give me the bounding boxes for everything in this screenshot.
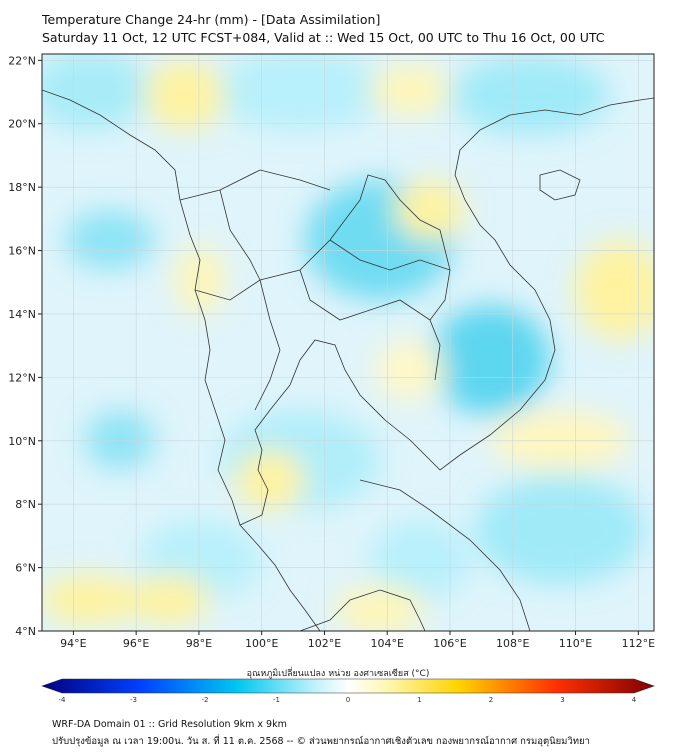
lon-tick-label: 110°E (559, 637, 592, 650)
coastline (42, 89, 654, 631)
colorbar-tick-label: -3 (130, 696, 137, 704)
lat-tick-label: 8°N (15, 498, 36, 511)
lat-tick-label: 4°N (15, 625, 36, 638)
temperature-field (42, 54, 654, 631)
map-title: Temperature Change 24-hr (mm) - [Data As… (42, 12, 381, 27)
colorbar-tick-label: -2 (202, 696, 209, 704)
gridlines (42, 54, 654, 631)
lat-tick-label: 20°N (8, 118, 36, 131)
colorbar-tick-label: -4 (59, 696, 67, 704)
lon-tick-label: 98°E (186, 637, 212, 650)
lon-tick-label: 96°E (123, 637, 149, 650)
lat-tick-label: 16°N (8, 245, 36, 258)
lon-tick-label: 102°E (308, 637, 341, 650)
lon-tick-label: 108°E (496, 637, 529, 650)
colorbar-title: อุณหภูมิเปลี่ยนแปลง หน่วย องศาเซลเซียส (… (246, 669, 430, 679)
lon-axis: 94°E 96°E 98°E 100°E 102°E 104°E 106°E 108°E 110… (60, 631, 655, 650)
colorbar-tick-label: 1 (417, 696, 421, 704)
lat-tick-label: 18°N (8, 181, 36, 194)
colorbar-tick-label: 2 (489, 696, 493, 704)
lon-tick-label: 104°E (371, 637, 404, 650)
lat-tick-label: 14°N (8, 308, 36, 321)
lon-tick-label: 112°E (622, 637, 655, 650)
lat-tick-label: 10°N (8, 435, 36, 448)
lat-axis: 22°N 20°N 18°N 16°N 14°N 12°N 10°N 8°N 6°N 4°N (8, 54, 42, 638)
footer-credit: ปรับปรุงข้อมูล ณ เวลา 19:00น. วัน ส. ที่… (52, 736, 590, 747)
colorbar-tick-label: 0 (346, 696, 350, 704)
lat-tick-label: 12°N (8, 371, 36, 384)
colorbar-tick-label: 4 (632, 696, 637, 704)
colorbar: -4 -3 -2 -1 0 1 2 3 4 (41, 678, 655, 704)
lat-tick-label: 22°N (8, 54, 36, 67)
lon-tick-label: 94°E (60, 637, 86, 650)
plot-frame (41, 53, 655, 632)
footer-model-info: WRF-DA Domain 01 :: Grid Resolution 9km … (52, 719, 287, 730)
colorbar-tick-label: 3 (560, 696, 564, 704)
lon-tick-label: 106°E (433, 637, 466, 650)
lon-tick-label: 100°E (245, 637, 278, 650)
colorbar-tick-label: -1 (273, 696, 280, 704)
lat-tick-label: 6°N (15, 562, 36, 575)
map-subtitle: Saturday 11 Oct, 12 UTC FCST+084, Valid … (42, 30, 605, 45)
